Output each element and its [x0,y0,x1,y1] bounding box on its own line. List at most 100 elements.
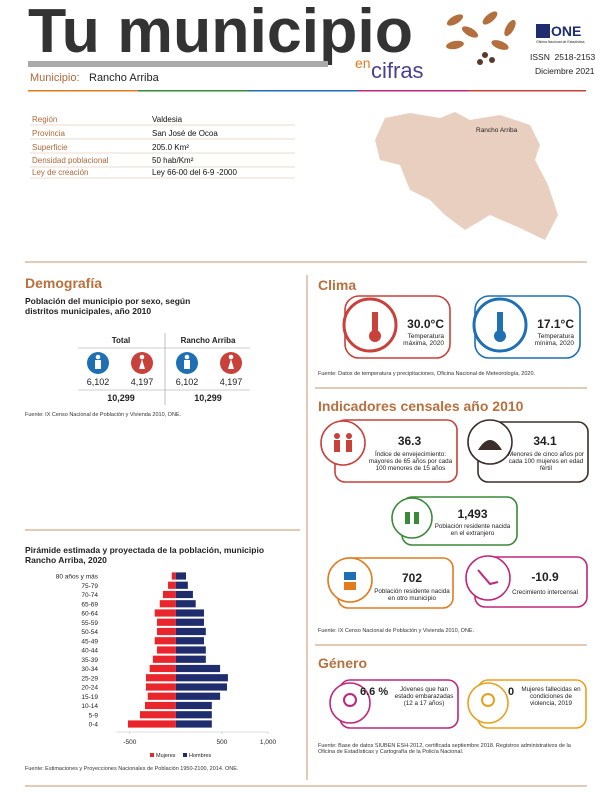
info-value: 205.0 Km² [152,143,189,152]
y-tick-label: 40-44 [81,648,98,655]
logo-mark [536,24,550,38]
bar [156,627,176,636]
info-label: Región [32,115,58,124]
total: 10,299 [194,393,222,403]
bar [175,618,204,626]
y-tick-label: 35-39 [81,657,98,664]
indicator-value: 1,493 [457,507,488,521]
source: Fuente: IX Censo Nacional de Población y… [318,628,475,634]
bar [175,711,212,719]
logo: ONE [551,23,582,39]
bar [175,655,206,663]
y-tick-label: 65-69 [81,601,98,608]
column-header: Total [111,336,131,345]
indicator-label: Población residente nacida en otro munic… [374,588,450,603]
bar [145,674,176,682]
bar [154,637,176,645]
source: Fuente: IX Censo Nacional de Población y… [25,412,182,418]
clima-value: 30.0°C [407,317,444,331]
bar [175,627,206,636]
y-tick-label: 15-19 [81,694,98,701]
bar [145,701,176,710]
x-tick-label: 1,000 [260,739,277,746]
women: 4,197 [219,377,243,387]
info-value: San José de Ocoa [152,129,218,138]
total: 10,299 [107,393,135,403]
title-bar [28,61,328,67]
bar [175,720,212,728]
municipio-label: Municipio: [30,72,80,84]
bar [175,646,206,654]
women: 4,197 [130,377,154,387]
map [375,112,558,240]
y-tick-label: 10-14 [81,703,98,710]
section-title: Género [318,655,368,671]
bar [175,683,228,691]
bar [149,664,176,673]
section-subtitle: Población del municipio por sexo, según … [25,296,191,316]
info-label: Provincia [32,129,65,138]
subtitle-en: en [355,55,371,71]
bar [175,637,204,645]
y-tick-label: 30-34 [81,666,98,673]
y-tick-label: 0-4 [89,722,99,729]
indicator-label: Menores de cinco años por cada 100 mujer… [508,451,584,473]
demografia-table [78,333,250,405]
title: Tu municipio [28,0,413,66]
bar [175,609,204,617]
men: 6,102 [86,377,110,387]
bar [175,590,193,599]
bar [171,572,176,580]
clima-label: Temperatura máxima, 2020 [403,333,444,348]
genero-label: Jóvenes que han estado embarazadas (12 a… [394,686,454,708]
clima-value: 17.1°C [537,317,574,331]
info-value: 50 hab/Km² [152,156,194,165]
indicator-label: Crecimiento intercensal [512,589,578,596]
bar [156,618,176,626]
y-tick-label: 70-74 [81,592,98,599]
bar [175,692,221,700]
bar [127,720,176,728]
x-tick-label: 500 [217,739,228,746]
table-lines [30,124,295,179]
issn: ISSN 2518-2153 [530,52,596,62]
date: Diciembre 2021 [535,66,595,76]
source: Fuente: Base de datos SIUBEN ESH-2012, c… [318,743,571,756]
section-title: Indicadores censales año 2010 [318,398,524,414]
y-tick-label: 5-9 [89,712,99,719]
y-tick-label: 80 años y más [56,574,99,581]
indicator-value: 36.3 [397,434,422,448]
bar [152,655,176,663]
info-label: Densidad poblacional [32,156,109,165]
genero-value: 6.6 % [360,686,389,698]
legend-label: Mujeres [156,753,176,759]
legend-swatch [150,753,154,757]
genero-label: Mujeres fallecidas en condiciones de vio… [521,686,581,708]
y-tick-label: 45-49 [81,638,98,645]
clima-label: Temperatura mínima, 2020 [534,333,574,348]
bar [156,646,176,654]
legend-swatch [183,753,187,757]
source: Fuente: Estimaciones y Proyecciones Naci… [25,766,239,772]
bar [175,600,196,608]
bar [159,600,176,608]
bar [168,581,176,589]
bar [154,609,176,617]
chart-title: Pirámide estimada y proyectada de la pob… [25,545,265,565]
y-tick-label: 50-54 [81,629,98,636]
men: 6,102 [175,377,199,387]
y-tick-label: 20-24 [81,685,98,692]
info-label: Ley de creación [32,168,89,177]
indicator-value: 702 [401,571,423,585]
info-value: Valdesia [152,115,183,124]
bar [162,590,176,599]
bar [175,701,212,710]
bar [175,674,228,682]
bar [145,683,176,691]
municipio: Rancho Arriba [89,72,159,84]
section-title: Demografía [25,275,103,291]
pyramid-chart: 80 años y más 75-79 70-74 65-69 60-64 55-59 50… [56,572,277,759]
indicator-label: Índice de envejecimiento: mayores de 65 … [368,451,453,473]
color-rule [28,90,586,92]
